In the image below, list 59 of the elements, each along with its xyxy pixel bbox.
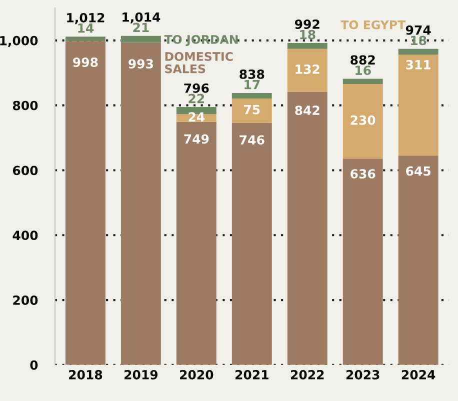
data-label: 645 [406,166,430,176]
bar [398,156,438,365]
total-label: 974 [406,25,431,35]
y-tick-label: 600 [12,166,38,176]
data-label: 17 [244,80,260,90]
bar [342,158,383,365]
x-tick-label: 2023 [346,370,380,380]
bar [120,36,161,43]
data-label: 75 [244,105,260,114]
bar [66,41,106,365]
bar [398,48,438,55]
bar [398,54,438,156]
data-label: 21 [133,22,149,32]
data-label: 16 [356,66,371,76]
data-label: 22 [188,94,204,104]
y-tick-label: 200 [13,295,38,305]
total-label: 1,012 [67,13,104,24]
total-label: 992 [294,20,320,29]
bar [120,42,161,365]
data-label: 998 [73,58,98,67]
x-tick-label: 2021 [235,370,268,380]
data-label: 230 [350,115,376,125]
y-tick-label: 1,000 [0,36,38,47]
bar [232,122,272,365]
series-label: DOMESTIC SALES [165,52,233,74]
data-label: 14 [78,24,94,33]
data-label: 636 [350,169,376,179]
bar [66,36,106,42]
text: TO EGYPT [340,20,406,30]
total-label: 882 [350,55,375,65]
data-label: 132 [296,64,320,74]
x-tick-label: 2024 [402,370,436,380]
y-tick-label: 400 [12,230,38,240]
data-label: 749 [184,134,209,144]
bar [287,43,328,49]
y-tick-label: 0 [30,360,38,370]
data-label: 746 [240,135,264,145]
total-label: 796 [184,83,209,93]
y-tick-label: 800 [12,100,38,110]
bar [342,84,383,159]
data-label: 18 [411,36,426,46]
total-label: 1,014 [122,12,160,24]
data-label: 311 [406,60,431,70]
bar [176,122,216,365]
x-tick-label: 2018 [69,370,102,380]
x-tick-label: 2022 [290,370,324,380]
bar [342,78,383,84]
data-label: 24 [188,112,205,122]
data-label: 18 [300,30,316,40]
x-tick-label: 2019 [124,370,158,380]
bar [287,92,328,365]
bar [232,98,272,123]
data-label: 993 [128,59,153,69]
bar [232,93,272,99]
x-tick-label: 2020 [180,370,214,380]
bar [287,48,328,92]
data-label: 842 [295,106,320,116]
total-label: 838 [240,69,264,79]
series-label: TO JORDAN [164,34,238,46]
